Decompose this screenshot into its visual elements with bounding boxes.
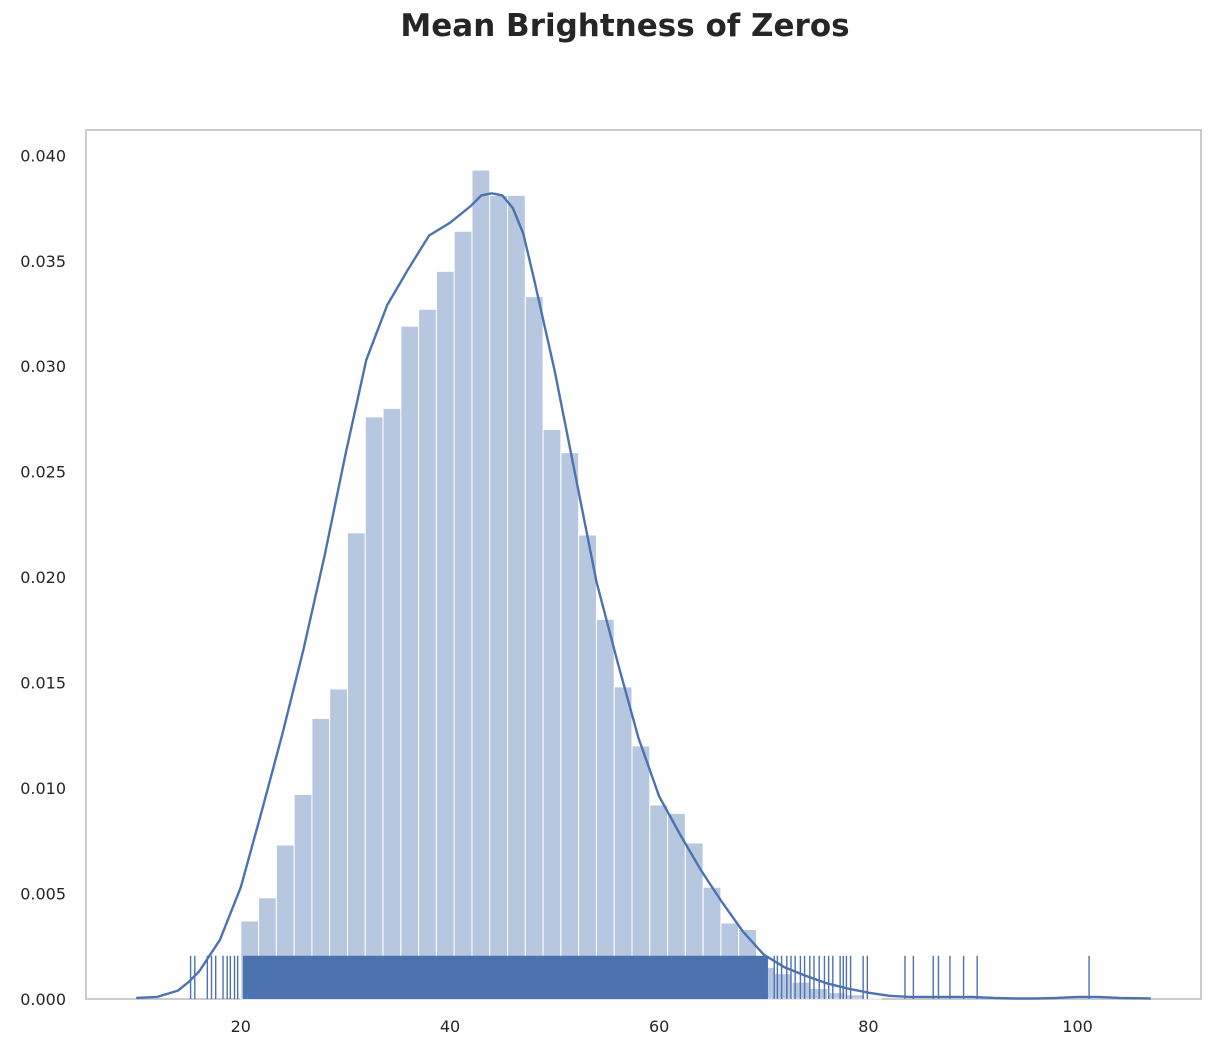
- x-tick-label: 60: [649, 1017, 669, 1036]
- bars-layer: [240, 169, 882, 1000]
- histogram-bar: [542, 429, 562, 1000]
- histogram-bar: [862, 997, 882, 1000]
- x-axis: 20 40 60 80 100: [231, 1017, 1093, 1036]
- x-tick-label: 100: [1062, 1017, 1093, 1036]
- y-axis: 0.000 0.005 0.010 0.015 0.020 0.025 0.030 0.035…: [20, 146, 66, 1009]
- x-tick-label: 40: [440, 1017, 460, 1036]
- chart-title: Mean Brightness of Zeros: [400, 8, 850, 44]
- y-tick-label: 0.000: [20, 990, 66, 1009]
- histogram-bar: [560, 452, 580, 1000]
- histogram-bar: [844, 994, 864, 1000]
- histogram-bar: [453, 230, 473, 1000]
- y-tick-label: 0.030: [20, 357, 66, 376]
- histogram-bar: [329, 688, 348, 1000]
- histogram-bar: [613, 686, 633, 1000]
- rug-dense-band: [242, 955, 768, 999]
- histogram-bar: [435, 270, 455, 1000]
- y-tick-label: 0.010: [20, 779, 66, 798]
- histogram-bar: [489, 194, 509, 1000]
- histogram-bar: [400, 325, 420, 1000]
- y-tick-label: 0.020: [20, 568, 66, 587]
- histogram-bar: [595, 618, 615, 1000]
- histogram-bar: [578, 534, 597, 1000]
- kde-curve: [136, 192, 1151, 1000]
- histogram-bar: [507, 194, 526, 1000]
- kde-layer: [136, 192, 1151, 1000]
- x-tick-label: 20: [231, 1017, 251, 1036]
- y-tick-label: 0.025: [20, 463, 66, 482]
- histogram-bar: [364, 416, 384, 1000]
- histogram-bar: [524, 296, 544, 1000]
- y-tick-label: 0.005: [20, 885, 66, 904]
- histogram-bar: [346, 532, 366, 1000]
- y-tick-label: 0.015: [20, 674, 66, 693]
- y-tick-label: 0.035: [20, 252, 66, 271]
- rug-layer: [189, 955, 1090, 999]
- histogram-bar: [418, 308, 437, 1000]
- y-tick-label: 0.040: [20, 146, 66, 165]
- histogram-bar: [471, 169, 491, 1000]
- plot-area-frame: [85, 129, 1202, 1000]
- x-tick-label: 80: [858, 1017, 878, 1036]
- histogram-bar: [382, 407, 402, 1000]
